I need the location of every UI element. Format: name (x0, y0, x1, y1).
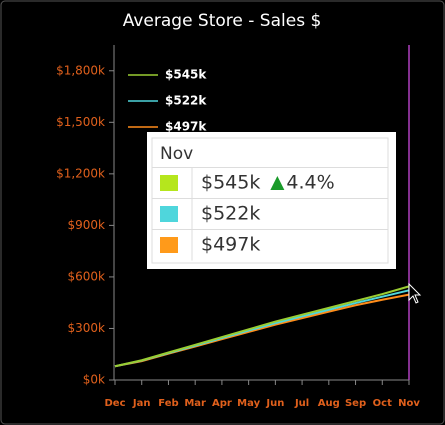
legend-label: $545k (165, 68, 207, 82)
x-tick-label: Aug (318, 398, 340, 409)
tooltip-swatch (160, 175, 178, 191)
x-tick-label: May (237, 398, 260, 409)
x-tick-label: Jan (132, 398, 151, 409)
tooltip-value: $522k (201, 203, 260, 225)
legend-label: $522k (165, 94, 207, 108)
x-tick-label: Feb (158, 398, 178, 409)
tooltip: Nov $545k 4.4% $522k $497k (147, 132, 396, 269)
x-tick-label: Dec (104, 398, 125, 409)
tooltip-value: $545k (201, 172, 260, 194)
x-tick-label: Apr (212, 398, 232, 409)
y-tick-label: $0k (83, 373, 105, 387)
tooltip-swatch (160, 237, 178, 253)
tooltip-swatch (160, 206, 178, 222)
tooltip-header: Nov (160, 144, 193, 164)
y-tick-label: $900k (68, 218, 106, 232)
legend-label: $497k (165, 120, 207, 134)
tooltip-inner (151, 137, 389, 264)
up-arrow (270, 176, 285, 190)
series-line (114, 285, 410, 368)
chart-title: Average Store - Sales $ (123, 11, 322, 31)
y-tick-label: $300k (68, 321, 106, 335)
x-tick-label: Jun (265, 398, 284, 409)
x-tick-label: Sep (345, 398, 366, 409)
x-tick-label: Jul (294, 398, 309, 409)
cursor (408, 282, 422, 304)
tooltip-value: $497k (201, 234, 260, 256)
y-tick-label: $1,800k (56, 63, 105, 77)
x-tick-label: Nov (398, 398, 420, 409)
x-tick-label: Mar (184, 398, 206, 409)
tooltip-change: 4.4% (286, 172, 334, 194)
y-tick-label: $1,200k (56, 166, 105, 180)
x-tick-label: Oct (373, 398, 392, 409)
y-tick-label: $1,500k (56, 115, 105, 129)
y-tick-label: $600k (68, 269, 106, 283)
